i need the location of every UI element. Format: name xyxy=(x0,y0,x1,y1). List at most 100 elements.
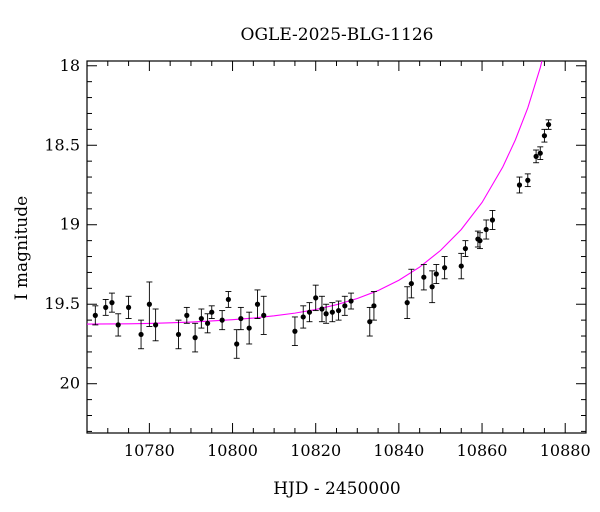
data-point xyxy=(533,149,540,164)
point-marker xyxy=(246,325,252,331)
point-marker xyxy=(92,312,98,318)
x-axis-ticks: 10780 10800 10820 10840 10860 10880 xyxy=(86,61,591,460)
point-marker xyxy=(209,309,215,315)
model-line xyxy=(87,61,543,325)
point-marker xyxy=(138,331,144,338)
x-tick-label: 10860 xyxy=(457,441,508,460)
point-marker xyxy=(192,335,198,341)
data-point xyxy=(260,295,267,335)
point-marker xyxy=(516,182,523,188)
point-marker xyxy=(433,271,439,277)
point-marker xyxy=(238,315,244,322)
data-point xyxy=(175,319,182,350)
x-tick-label: 10800 xyxy=(207,441,258,460)
data-point xyxy=(541,128,548,143)
point-marker xyxy=(408,280,414,287)
point-marker xyxy=(234,341,240,347)
point-marker xyxy=(254,301,261,307)
data-point xyxy=(306,302,313,323)
point-marker xyxy=(421,274,427,280)
plot-border xyxy=(86,60,587,434)
point-marker xyxy=(125,304,132,311)
point-marker xyxy=(103,304,109,311)
data-point xyxy=(300,305,307,329)
data-point xyxy=(318,295,325,323)
point-marker xyxy=(329,309,335,315)
point-marker xyxy=(483,226,489,233)
y-tick-label: 20 xyxy=(60,374,80,393)
data-point xyxy=(198,308,205,329)
point-marker xyxy=(489,217,496,223)
point-marker xyxy=(404,300,410,306)
data-point xyxy=(254,289,261,319)
data-point xyxy=(246,311,253,345)
point-marker xyxy=(458,263,464,269)
data-point xyxy=(462,240,469,257)
data-point xyxy=(545,119,552,130)
point-marker xyxy=(335,307,342,314)
point-marker xyxy=(537,150,543,156)
data-point xyxy=(225,291,232,308)
point-marker xyxy=(545,121,552,128)
data-point xyxy=(323,303,330,324)
data-point xyxy=(291,316,298,347)
data-point xyxy=(489,209,496,230)
point-marker xyxy=(225,296,231,303)
x-tick-label: 10840 xyxy=(373,441,424,460)
data-points xyxy=(92,119,552,359)
data-point xyxy=(312,284,319,312)
point-marker xyxy=(261,312,267,318)
data-point xyxy=(441,256,448,280)
point-marker xyxy=(300,314,306,320)
point-marker xyxy=(109,300,115,306)
point-marker xyxy=(348,298,354,304)
y-axis-label: I magnitude xyxy=(12,196,32,300)
point-marker xyxy=(184,312,190,318)
point-marker xyxy=(175,331,182,338)
data-point xyxy=(404,286,411,319)
point-marker xyxy=(219,317,225,323)
point-marker xyxy=(319,306,325,312)
data-point xyxy=(335,300,342,321)
data-point xyxy=(115,313,122,337)
point-marker xyxy=(462,245,469,252)
point-marker xyxy=(153,322,159,328)
data-point xyxy=(524,173,531,188)
data-point xyxy=(102,299,109,316)
x-axis-label: HJD - 2450000 xyxy=(273,479,401,499)
data-point xyxy=(420,264,427,291)
data-point xyxy=(183,306,190,324)
plot-frame xyxy=(86,60,587,434)
data-point xyxy=(341,295,348,316)
point-marker xyxy=(342,303,348,309)
data-point xyxy=(108,292,115,313)
y-tick-label: 19 xyxy=(60,215,80,234)
y-tick-label: 18 xyxy=(60,56,80,75)
point-marker xyxy=(477,238,483,244)
data-point xyxy=(152,308,159,342)
x-tick-label: 10780 xyxy=(124,441,175,460)
point-marker xyxy=(525,177,531,183)
point-marker xyxy=(371,303,377,309)
point-marker xyxy=(541,133,548,139)
data-point xyxy=(408,268,415,299)
data-point xyxy=(204,313,211,334)
point-marker xyxy=(146,301,152,307)
data-point xyxy=(516,176,523,194)
model-curve xyxy=(87,61,543,325)
point-marker xyxy=(313,295,319,301)
point-marker xyxy=(442,265,448,271)
data-point xyxy=(474,230,481,248)
data-point xyxy=(366,306,373,337)
data-point xyxy=(476,232,483,250)
data-point xyxy=(233,329,240,359)
data-point xyxy=(208,305,215,319)
y-tick-label: 18.5 xyxy=(44,135,80,154)
y-tick-label: 19.5 xyxy=(44,294,80,313)
point-marker xyxy=(323,311,329,317)
point-marker xyxy=(198,315,204,322)
data-point xyxy=(329,302,336,323)
point-marker xyxy=(533,153,539,159)
data-point xyxy=(192,322,199,353)
